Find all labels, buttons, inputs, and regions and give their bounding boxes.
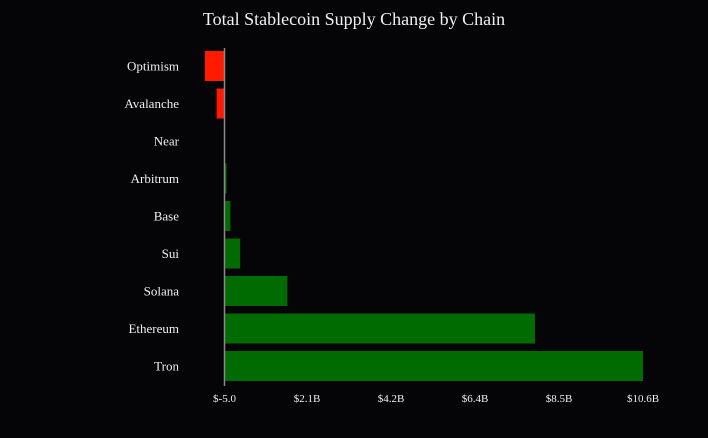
bar-ethereum [224, 313, 535, 344]
bar-tron [224, 351, 644, 381]
bar-arbitrum [224, 163, 227, 194]
category-labels: Optimism Avalanche Near Arbitrum Base Sui Sola… [124, 59, 179, 374]
x-tick-label-0: $-5.0 [213, 393, 236, 405]
category-label-solana: Solana [144, 284, 180, 299]
category-label-sui: Sui [162, 246, 180, 261]
x-tick-label-3: $6.4B [462, 393, 489, 405]
bar-sui [224, 238, 241, 269]
bars-layer [204, 51, 644, 381]
chart-title: Total Stablecoin Supply Change by Chain [203, 9, 505, 29]
category-label-near: Near [154, 134, 180, 149]
x-tick-label-2: $4.2B [378, 393, 405, 405]
x-tick-label-4: $8.5B [546, 393, 573, 405]
x-tick-labels: $-5.0 $2.1B $4.2B $6.4B $8.5B $10.6B [213, 393, 659, 405]
category-label-arbitrum: Arbitrum [131, 171, 179, 186]
x-tick-label-1: $2.1B [294, 393, 321, 405]
x-tick-label-5: $10.6B [627, 393, 659, 405]
category-label-optimism: Optimism [127, 59, 179, 74]
bar-solana [224, 276, 288, 306]
category-label-ethereum: Ethereum [128, 321, 179, 336]
bar-optimism [204, 51, 225, 81]
category-label-tron: Tron [154, 359, 179, 374]
category-label-base: Base [154, 209, 180, 224]
category-label-avalanche: Avalanche [124, 96, 179, 111]
bar-base [224, 201, 231, 231]
bar-avalanche [216, 88, 225, 119]
